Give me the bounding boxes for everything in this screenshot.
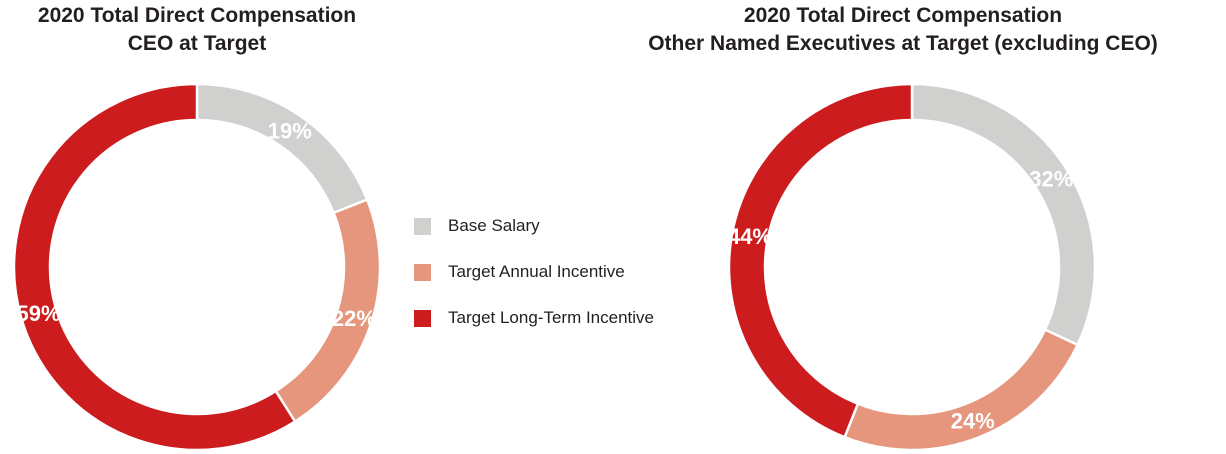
legend-label-base-salary: Base Salary: [448, 216, 540, 235]
legend-swatch-base-salary: [414, 217, 431, 235]
donut-chart-neo: 32% 24% 44%: [727, 82, 1097, 452]
donut-label-ceo-long-term-incentive: 59%: [17, 301, 61, 326]
chart-title-ceo-line-2: CEO at Target: [127, 32, 267, 55]
donut-slice-ceo-long-term-incentive: [12, 82, 297, 452]
chart-title-neo: 2020 Total Direct Compensation Other Nam…: [580, 2, 1226, 58]
donut-label-neo-base-salary: 32%: [1029, 167, 1073, 192]
donut-chart-ceo: 19% 22% 59%: [12, 82, 382, 452]
legend-item-annual-incentive: Target Annual Incentive: [414, 260, 654, 284]
donut-slice-neo-base-salary: [910, 82, 1097, 347]
donut-label-ceo-annual-incentive: 22%: [332, 306, 376, 331]
legend: Base Salary Target Annual Incentive Targ…: [414, 214, 654, 352]
chart-title-neo-line-2: Other Named Executives at Target (exclud…: [648, 32, 1158, 55]
donut-label-ceo-base-salary: 19%: [268, 119, 312, 144]
donut-slice-ceo-base-salary: [195, 82, 369, 215]
chart-title-ceo-line-1: 2020 Total Direct Compensation: [37, 4, 357, 27]
donut-label-neo-long-term-incentive: 44%: [728, 224, 772, 249]
donut-label-neo-annual-incentive: 24%: [951, 408, 995, 433]
legend-item-long-term-incentive: Target Long-Term Incentive: [414, 306, 654, 330]
legend-swatch-annual-incentive: [414, 263, 431, 281]
legend-swatch-long-term-incentive: [414, 309, 431, 327]
donut-slice-neo-long-term-incentive: [727, 82, 914, 439]
legend-label-long-term-incentive: Target Long-Term Incentive: [448, 308, 654, 327]
legend-label-annual-incentive: Target Annual Incentive: [448, 262, 625, 281]
chart-title-neo-line-1: 2020 Total Direct Compensation: [743, 4, 1063, 27]
chart-title-ceo: 2020 Total Direct Compensation CEO at Ta…: [0, 2, 394, 58]
legend-item-base-salary: Base Salary: [414, 214, 654, 238]
